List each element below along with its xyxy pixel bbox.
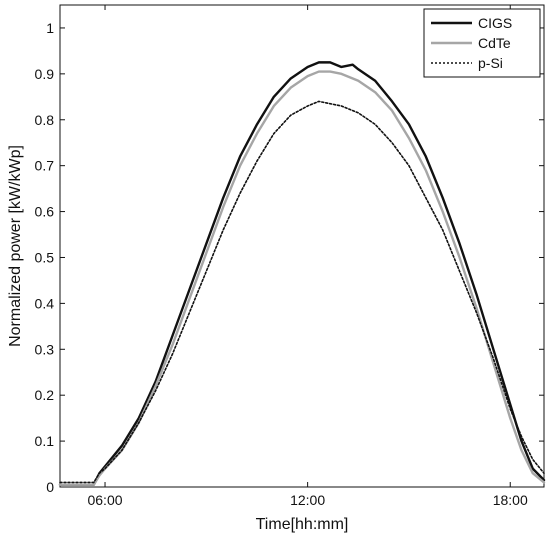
y-tick-label: 0.5 (35, 249, 55, 265)
y-tick-label: 0.9 (35, 66, 55, 82)
y-tick-label: 0.1 (35, 433, 55, 449)
axes-layer: 0 0.1 0.2 0.3 0.4 0.5 0.6 0.7 0.8 0.9 1 06:00 12:00 1… (35, 4, 545, 508)
y-tick-label: 0.7 (35, 158, 55, 174)
y-tick-label: 0.6 (35, 204, 55, 220)
legend: CIGS CdTe p-Si (423, 8, 541, 78)
series-line-p-si (59, 100, 545, 484)
x-tick-label: 06:00 (87, 492, 122, 508)
y-tick-label: 0 (46, 479, 54, 495)
plot-frame (59, 4, 545, 488)
x-axis-label: Time[hh:mm] (256, 516, 349, 533)
y-axis-label: Normalized power [kW/kWp] (7, 145, 24, 347)
y-tick-label: 0.3 (35, 341, 55, 357)
series-line-cigs (58, 61, 546, 486)
series-layer (58, 61, 546, 486)
y-tick-label: 0.4 (35, 295, 55, 311)
legend-label: CdTe (478, 35, 511, 51)
legend-label: CIGS (478, 15, 512, 31)
y-tick-label: 0.8 (35, 112, 55, 128)
x-tick-label: 12:00 (290, 492, 325, 508)
y-tick-label: 0.2 (35, 387, 55, 403)
legend-label: p-Si (478, 55, 503, 71)
x-tick-label: 18:00 (493, 492, 528, 508)
y-tick-label: 1 (46, 20, 54, 36)
